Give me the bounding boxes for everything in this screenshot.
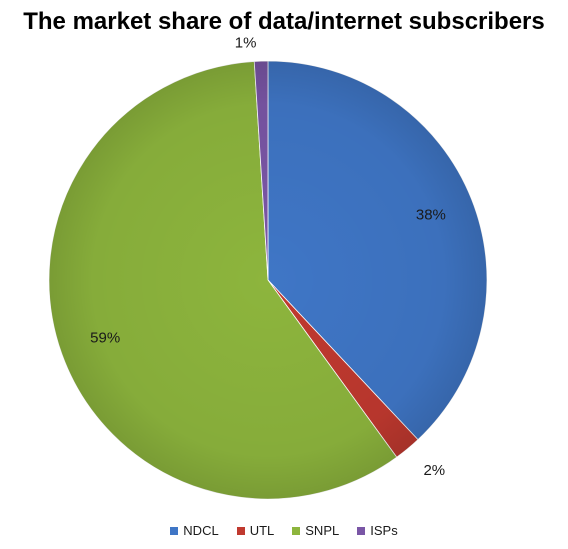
legend-item-utl: UTL [236, 523, 275, 538]
legend-label-snpl: SNPL [305, 523, 340, 538]
legend-swatch-isps [357, 526, 366, 535]
legend-label-isps: ISPs [370, 523, 398, 538]
chart-title: The market share of data/internet subscr… [23, 8, 545, 35]
legend: NDCL UTL SNPL ISPs [0, 523, 568, 538]
data-label-ndcl: 38% [416, 206, 446, 223]
data-label-isps: 1% [235, 35, 257, 52]
legend-item-isps: ISPs [357, 523, 398, 538]
legend-swatch-snpl [292, 526, 301, 535]
legend-swatch-ndcl [170, 526, 179, 535]
legend-label-utl: UTL [249, 523, 275, 538]
legend-item-ndcl: NDCL [170, 523, 219, 538]
legend-swatch-utl [236, 526, 245, 535]
legend-item-snpl: SNPL [292, 523, 339, 538]
data-label-utl: 2% [423, 462, 445, 479]
data-label-snpl: 59% [90, 330, 120, 347]
legend-label-ndcl: NDCL [183, 523, 219, 538]
